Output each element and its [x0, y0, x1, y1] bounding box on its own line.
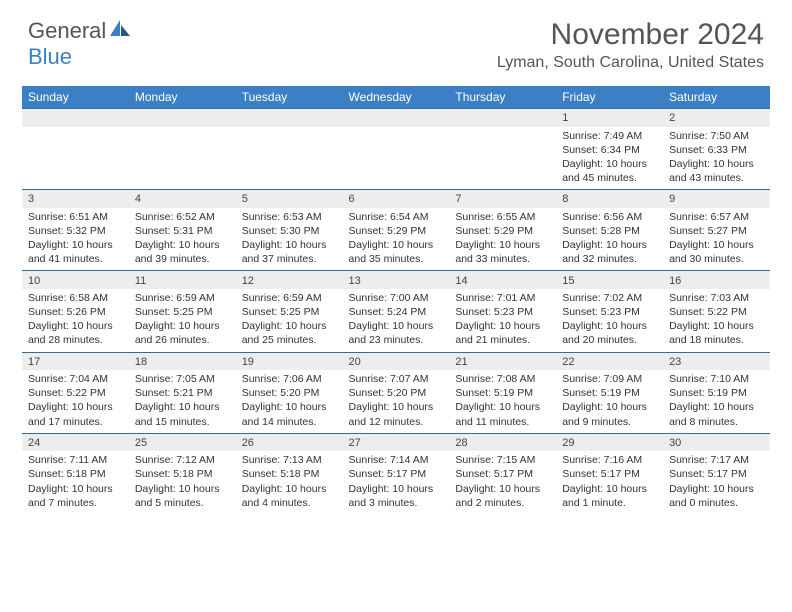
day-number — [129, 109, 236, 127]
day-detail: Sunrise: 7:12 AMSunset: 5:18 PMDaylight:… — [129, 451, 236, 514]
title-block: November 2024 Lyman, South Carolina, Uni… — [497, 18, 764, 72]
detail-row: Sunrise: 7:11 AMSunset: 5:18 PMDaylight:… — [22, 451, 770, 514]
day-number: 8 — [556, 190, 663, 208]
day-detail — [343, 127, 450, 190]
day-number: 3 — [22, 190, 129, 208]
sail-icon — [110, 20, 132, 43]
day-detail: Sunrise: 7:06 AMSunset: 5:20 PMDaylight:… — [236, 370, 343, 433]
day-number: 5 — [236, 190, 343, 208]
day-detail: Sunrise: 7:02 AMSunset: 5:23 PMDaylight:… — [556, 289, 663, 352]
day-detail: Sunrise: 7:01 AMSunset: 5:23 PMDaylight:… — [449, 289, 556, 352]
day-number: 17 — [22, 352, 129, 370]
day-number: 18 — [129, 352, 236, 370]
brand-part2: Blue — [28, 44, 72, 69]
day-number: 29 — [556, 433, 663, 451]
daynum-row: 1 2 — [22, 109, 770, 127]
header: General November 2024 Lyman, South Carol… — [0, 0, 792, 78]
day-number: 9 — [663, 190, 770, 208]
day-number: 10 — [22, 271, 129, 289]
day-detail: Sunrise: 7:00 AMSunset: 5:24 PMDaylight:… — [343, 289, 450, 352]
day-detail: Sunrise: 7:03 AMSunset: 5:22 PMDaylight:… — [663, 289, 770, 352]
day-number — [236, 109, 343, 127]
daynum-row: 3 4 5 6 7 8 9 — [22, 190, 770, 208]
dow-saturday: Saturday — [663, 86, 770, 109]
day-number: 20 — [343, 352, 450, 370]
day-detail: Sunrise: 6:58 AMSunset: 5:26 PMDaylight:… — [22, 289, 129, 352]
day-number: 28 — [449, 433, 556, 451]
dow-friday: Friday — [556, 86, 663, 109]
day-detail — [129, 127, 236, 190]
day-detail: Sunrise: 6:54 AMSunset: 5:29 PMDaylight:… — [343, 208, 450, 271]
daynum-row: 10 11 12 13 14 15 16 — [22, 271, 770, 289]
day-number — [343, 109, 450, 127]
detail-row: Sunrise: 6:51 AMSunset: 5:32 PMDaylight:… — [22, 208, 770, 271]
day-detail: Sunrise: 7:10 AMSunset: 5:19 PMDaylight:… — [663, 370, 770, 433]
detail-row: Sunrise: 7:49 AMSunset: 6:34 PMDaylight:… — [22, 127, 770, 190]
day-detail — [449, 127, 556, 190]
day-number: 4 — [129, 190, 236, 208]
day-detail: Sunrise: 6:51 AMSunset: 5:32 PMDaylight:… — [22, 208, 129, 271]
dow-tuesday: Tuesday — [236, 86, 343, 109]
day-detail: Sunrise: 7:09 AMSunset: 5:19 PMDaylight:… — [556, 370, 663, 433]
day-number: 2 — [663, 109, 770, 127]
day-detail — [22, 127, 129, 190]
day-number: 6 — [343, 190, 450, 208]
brand-logo: General — [28, 18, 134, 44]
day-number: 21 — [449, 352, 556, 370]
dow-wednesday: Wednesday — [343, 86, 450, 109]
day-detail: Sunrise: 7:11 AMSunset: 5:18 PMDaylight:… — [22, 451, 129, 514]
daynum-row: 17 18 19 20 21 22 23 — [22, 352, 770, 370]
day-detail: Sunrise: 6:55 AMSunset: 5:29 PMDaylight:… — [449, 208, 556, 271]
brand-part1: General — [28, 18, 106, 44]
brand-part2-wrap: Blue — [28, 44, 72, 70]
detail-row: Sunrise: 6:58 AMSunset: 5:26 PMDaylight:… — [22, 289, 770, 352]
day-detail: Sunrise: 6:56 AMSunset: 5:28 PMDaylight:… — [556, 208, 663, 271]
day-detail: Sunrise: 7:14 AMSunset: 5:17 PMDaylight:… — [343, 451, 450, 514]
day-detail: Sunrise: 6:52 AMSunset: 5:31 PMDaylight:… — [129, 208, 236, 271]
detail-row: Sunrise: 7:04 AMSunset: 5:22 PMDaylight:… — [22, 370, 770, 433]
day-number: 11 — [129, 271, 236, 289]
day-number: 13 — [343, 271, 450, 289]
day-number: 22 — [556, 352, 663, 370]
day-number: 1 — [556, 109, 663, 127]
day-detail: Sunrise: 7:15 AMSunset: 5:17 PMDaylight:… — [449, 451, 556, 514]
day-number: 15 — [556, 271, 663, 289]
day-number: 12 — [236, 271, 343, 289]
day-detail: Sunrise: 6:57 AMSunset: 5:27 PMDaylight:… — [663, 208, 770, 271]
day-number: 23 — [663, 352, 770, 370]
day-number — [22, 109, 129, 127]
day-number: 25 — [129, 433, 236, 451]
day-detail: Sunrise: 7:16 AMSunset: 5:17 PMDaylight:… — [556, 451, 663, 514]
dow-sunday: Sunday — [22, 86, 129, 109]
calendar-table: Sunday Monday Tuesday Wednesday Thursday… — [22, 86, 770, 514]
day-number: 7 — [449, 190, 556, 208]
day-number — [449, 109, 556, 127]
daynum-row: 24 25 26 27 28 29 30 — [22, 433, 770, 451]
day-of-week-row: Sunday Monday Tuesday Wednesday Thursday… — [22, 86, 770, 109]
day-detail — [236, 127, 343, 190]
day-detail: Sunrise: 7:08 AMSunset: 5:19 PMDaylight:… — [449, 370, 556, 433]
day-number: 16 — [663, 271, 770, 289]
day-detail: Sunrise: 7:05 AMSunset: 5:21 PMDaylight:… — [129, 370, 236, 433]
day-number: 27 — [343, 433, 450, 451]
location-text: Lyman, South Carolina, United States — [497, 54, 764, 72]
day-detail: Sunrise: 7:07 AMSunset: 5:20 PMDaylight:… — [343, 370, 450, 433]
day-number: 24 — [22, 433, 129, 451]
day-number: 14 — [449, 271, 556, 289]
day-number: 19 — [236, 352, 343, 370]
month-title: November 2024 — [497, 18, 764, 52]
day-detail: Sunrise: 6:59 AMSunset: 5:25 PMDaylight:… — [129, 289, 236, 352]
day-number: 30 — [663, 433, 770, 451]
day-number: 26 — [236, 433, 343, 451]
day-detail: Sunrise: 7:04 AMSunset: 5:22 PMDaylight:… — [22, 370, 129, 433]
day-detail: Sunrise: 7:17 AMSunset: 5:17 PMDaylight:… — [663, 451, 770, 514]
dow-monday: Monday — [129, 86, 236, 109]
day-detail: Sunrise: 7:50 AMSunset: 6:33 PMDaylight:… — [663, 127, 770, 190]
day-detail: Sunrise: 6:53 AMSunset: 5:30 PMDaylight:… — [236, 208, 343, 271]
day-detail: Sunrise: 6:59 AMSunset: 5:25 PMDaylight:… — [236, 289, 343, 352]
dow-thursday: Thursday — [449, 86, 556, 109]
day-detail: Sunrise: 7:13 AMSunset: 5:18 PMDaylight:… — [236, 451, 343, 514]
day-detail: Sunrise: 7:49 AMSunset: 6:34 PMDaylight:… — [556, 127, 663, 190]
